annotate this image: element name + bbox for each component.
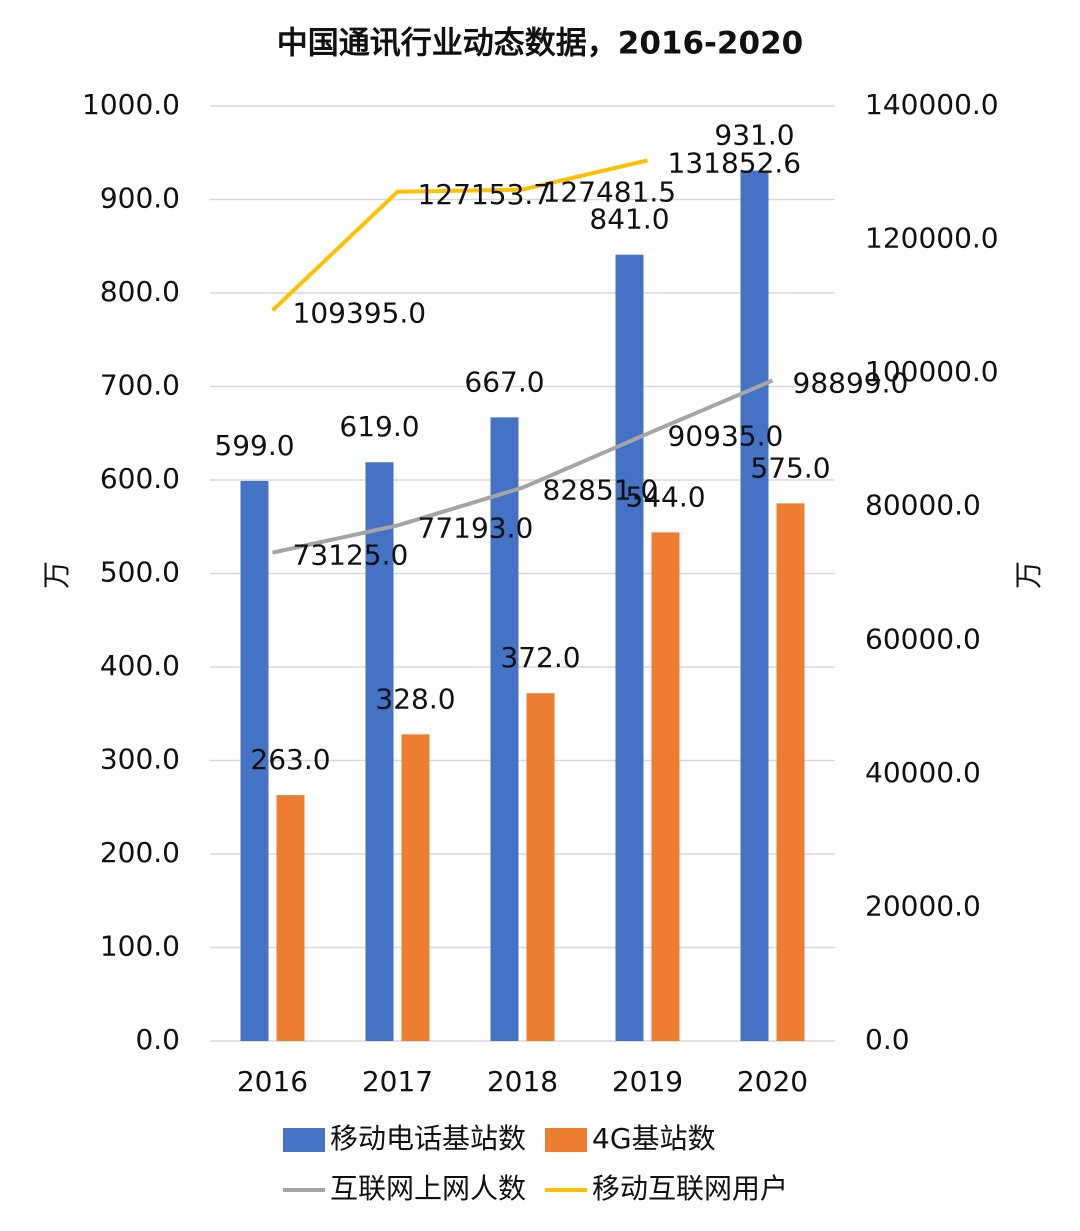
legend-swatch (283, 1128, 325, 1152)
bar (651, 532, 680, 1041)
value-label: 77193.0 (418, 511, 534, 544)
value-label: 841.0 (589, 203, 669, 236)
value-label: 599.0 (214, 429, 294, 462)
value-label: 372.0 (500, 641, 580, 674)
y2-tick-label: 120000.0 (865, 222, 999, 255)
x-tick-label: 2018 (487, 1065, 558, 1098)
y2-axis-label: 万 (1012, 561, 1045, 589)
value-label: 98899.0 (793, 366, 909, 399)
y2-tick-label: 0.0 (865, 1023, 910, 1056)
y-tick-label: 200.0 (100, 836, 180, 869)
line (272, 378, 774, 555)
y2-tick-label: 80000.0 (865, 489, 981, 522)
value-label: 328.0 (375, 682, 455, 715)
value-label: 575.0 (750, 451, 830, 484)
value-label: 82851.0 (543, 474, 659, 507)
value-label: 667.0 (464, 365, 544, 398)
y2-tick-label: 40000.0 (865, 756, 981, 789)
value-label: 127153.7 (418, 178, 552, 211)
y-tick-label: 300.0 (100, 743, 180, 776)
x-tick-label: 2020 (737, 1065, 808, 1098)
y-tick-label: 100.0 (100, 930, 180, 963)
y-tick-label: 600.0 (100, 462, 180, 495)
bar (240, 480, 269, 1041)
y2-tick-label: 20000.0 (865, 889, 981, 922)
value-label: 90935.0 (668, 420, 784, 453)
x-tick-label: 2016 (237, 1065, 308, 1098)
legend-label: 4G基站数 (592, 1122, 716, 1155)
value-label: 931.0 (714, 119, 794, 152)
value-label: 73125.0 (293, 539, 409, 572)
y2-tick-label: 140000.0 (865, 88, 999, 121)
legend-label: 移动互联网用户 (592, 1172, 788, 1205)
y2-tick-label: 100000.0 (865, 355, 999, 388)
value-label: 544.0 (625, 480, 705, 513)
y-tick-label: 500.0 (100, 556, 180, 589)
y-tick-label: 800.0 (100, 275, 180, 308)
value-label: 131852.6 (668, 146, 802, 179)
y2-tick-label: 60000.0 (865, 622, 981, 655)
bar (490, 417, 519, 1042)
bar (615, 254, 644, 1042)
chart-title: 中国通讯行业动态数据，2016-2020 (277, 26, 803, 62)
y-tick-label: 1000.0 (82, 88, 180, 121)
y-tick-label: 0.0 (135, 1023, 180, 1056)
y-axis-label: 万 (40, 561, 73, 589)
bar (740, 170, 769, 1041)
y-tick-label: 900.0 (100, 182, 180, 215)
bar (776, 503, 805, 1041)
value-label: 619.0 (339, 410, 419, 443)
y-tick-label: 400.0 (100, 649, 180, 682)
legend-label: 互联网上网人数 (330, 1172, 526, 1205)
value-label: 263.0 (250, 743, 330, 776)
value-label: 109395.0 (293, 296, 427, 329)
line (271, 158, 648, 312)
legend-swatch (545, 1128, 587, 1152)
bar (276, 795, 305, 1041)
bar (526, 693, 555, 1041)
y-tick-label: 700.0 (100, 369, 180, 402)
x-tick-label: 2017 (362, 1065, 433, 1098)
value-label: 127481.5 (543, 176, 677, 209)
x-tick-label: 2019 (612, 1065, 683, 1098)
bar (401, 734, 430, 1041)
legend-label: 移动电话基站数 (330, 1122, 526, 1155)
bar (365, 462, 394, 1041)
